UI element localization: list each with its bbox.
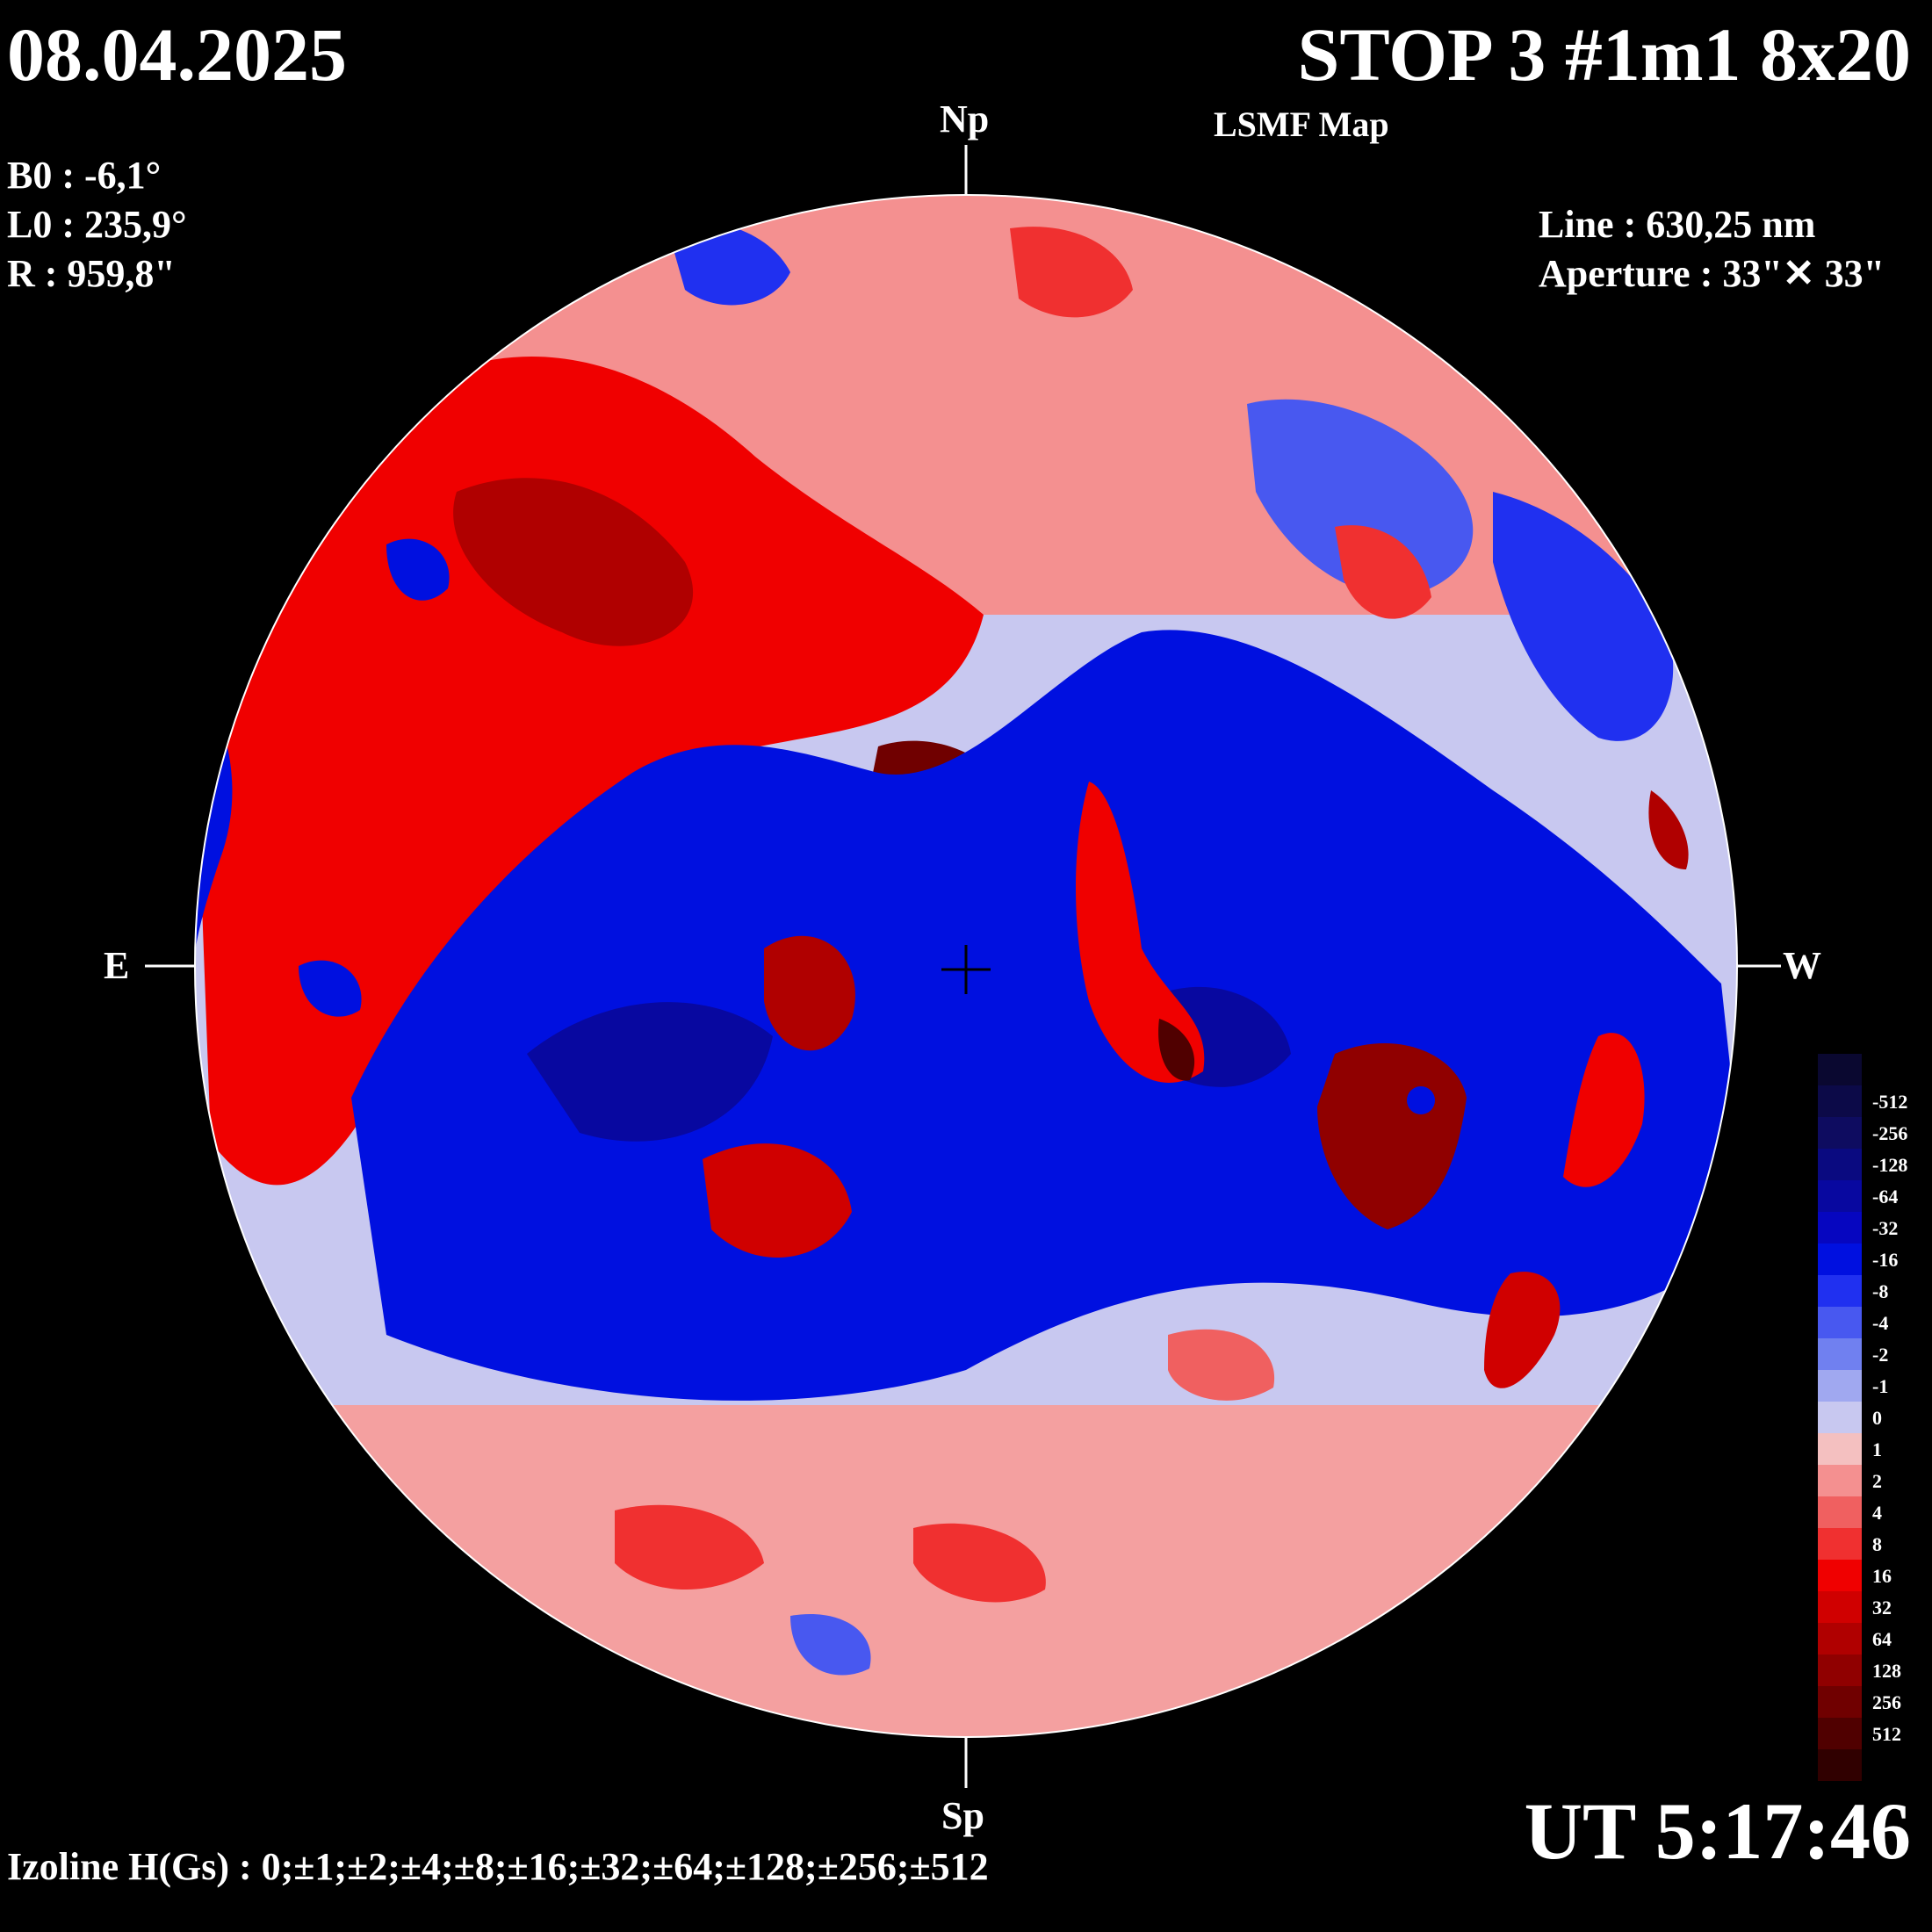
l0-param: L0 : 235,9° [7, 203, 187, 246]
izoline-note: Izoline H(Gs) : 0;±1;±2;±4;±8;±16;±32;±6… [7, 1845, 989, 1888]
legend-label: -8 [1872, 1280, 1889, 1302]
legend-swatch: 512 [1818, 1718, 1901, 1749]
legend-swatch [1818, 1749, 1862, 1781]
legend-label: 4 [1872, 1502, 1882, 1524]
legend-swatch: -512 [1818, 1085, 1907, 1117]
r-param: R : 959,8" [7, 252, 176, 295]
legend-label: 512 [1872, 1723, 1901, 1745]
legend-swatch: -128 [1818, 1149, 1907, 1180]
map-title: STOP 3 #1m1 8x20 [1297, 12, 1911, 97]
legend-swatch: 1 [1818, 1433, 1882, 1465]
legend-swatch: 128 [1818, 1654, 1901, 1686]
line-param: Line : 630,25 nm [1539, 203, 1816, 246]
legend-label: 2 [1872, 1470, 1882, 1492]
legend-swatch: 4 [1818, 1496, 1882, 1528]
legend-label: -32 [1872, 1217, 1899, 1239]
legend-swatch: -64 [1818, 1180, 1898, 1212]
west-label: W [1783, 944, 1821, 987]
legend-swatch: 8 [1818, 1528, 1882, 1560]
legend-label: -64 [1872, 1186, 1899, 1208]
map-subtitle: LSMF Map [1214, 105, 1389, 144]
legend-label: -256 [1872, 1122, 1908, 1144]
color-scale-legend: -512 -256 -128 -64 -32 -16 -8 -4 -2 -1 0 1 2 4 8 16 32 64… [1818, 1054, 1907, 1781]
legend-swatch: 256 [1818, 1686, 1901, 1718]
legend-swatch: 32 [1818, 1591, 1892, 1623]
legend-label: -4 [1872, 1312, 1889, 1334]
legend-swatch: 16 [1818, 1560, 1892, 1591]
legend-label: 1 [1872, 1438, 1882, 1460]
east-label: E [104, 944, 130, 987]
legend-label: 32 [1872, 1597, 1892, 1618]
legend-label: 256 [1872, 1691, 1901, 1713]
legend-swatch: -16 [1818, 1244, 1898, 1275]
legend-swatch: 64 [1818, 1623, 1892, 1654]
legend-swatch: -4 [1818, 1307, 1888, 1338]
north-label: Np [940, 97, 990, 141]
legend-label: -128 [1872, 1154, 1908, 1176]
aperture-param: Aperture : 33"✕ 33" [1539, 252, 1885, 295]
legend-swatch: -1 [1818, 1370, 1888, 1402]
date-label: 08.04.2025 [7, 12, 347, 97]
legend-swatch: -2 [1818, 1338, 1888, 1370]
legend-swatch [1818, 1054, 1862, 1085]
south-label: Sp [941, 1794, 984, 1837]
legend-label: -512 [1872, 1091, 1908, 1113]
legend-swatch: 0 [1818, 1402, 1882, 1433]
legend-label: -1 [1872, 1375, 1889, 1397]
legend-label: 8 [1872, 1533, 1882, 1555]
legend-swatch: -32 [1818, 1212, 1898, 1244]
legend-label: 16 [1872, 1565, 1892, 1587]
legend-label: 64 [1872, 1628, 1892, 1650]
legend-swatch: -8 [1818, 1275, 1888, 1307]
legend-label: -2 [1872, 1344, 1889, 1366]
legend-label: 0 [1872, 1407, 1882, 1429]
legend-label: -16 [1872, 1249, 1899, 1271]
legend-label: 128 [1872, 1660, 1901, 1682]
legend-swatch: -256 [1818, 1117, 1907, 1149]
legend-swatch: 2 [1818, 1465, 1882, 1496]
b0-param: B0 : -6,1° [7, 154, 162, 197]
ut-time: UT 5:17:46 [1524, 1786, 1911, 1876]
